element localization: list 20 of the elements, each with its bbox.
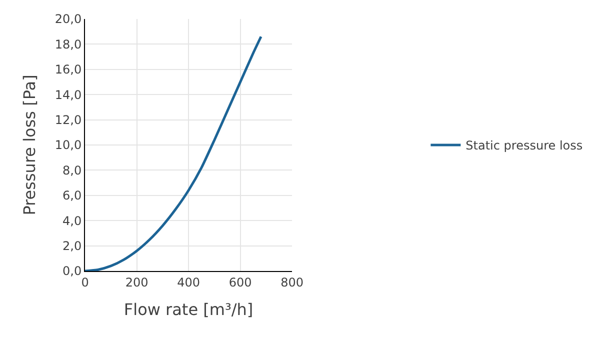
y-tick-label: 8,0 [62, 163, 82, 178]
y-tick-label: 4,0 [62, 214, 82, 228]
y-tick-label: 0,0 [62, 264, 82, 278]
x-tick-label: 800 [280, 275, 304, 290]
line-series [85, 35, 262, 271]
x-tick-label: 600 [228, 275, 252, 290]
legend-label: Static pressure loss [466, 138, 583, 153]
x-tick-label: 0 [81, 275, 89, 290]
y-tick-label: 14,0 [54, 88, 82, 102]
y-axis-title: Pressure loss [Pa] [20, 74, 39, 216]
x-tick-label: 200 [125, 275, 148, 290]
x-tick-label: 400 [177, 275, 200, 290]
y-tick-label: 6,0 [62, 188, 82, 203]
y-tick-label: 12,0 [54, 113, 82, 127]
y-tick-label: 20,0 [54, 12, 82, 26]
y-tick-label: 2,0 [62, 239, 82, 253]
y-tick-label: 10,0 [54, 138, 82, 152]
y-tick-label: 18,0 [54, 37, 82, 52]
x-axis-title: Flow rate [m³/h] [124, 300, 254, 320]
y-tick-label: 16,0 [54, 62, 82, 77]
